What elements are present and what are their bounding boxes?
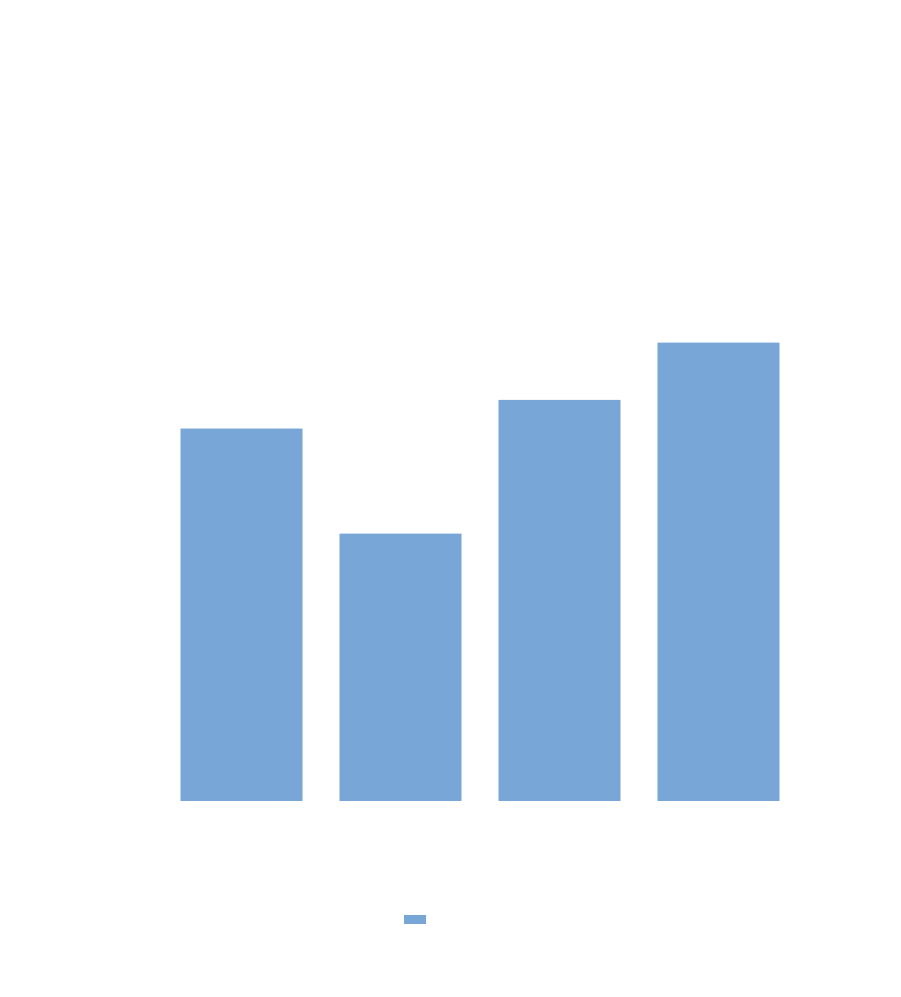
bar xyxy=(339,533,462,801)
bar xyxy=(180,428,303,801)
bar xyxy=(498,399,621,801)
bar xyxy=(657,342,780,801)
legend-swatch xyxy=(404,915,426,924)
